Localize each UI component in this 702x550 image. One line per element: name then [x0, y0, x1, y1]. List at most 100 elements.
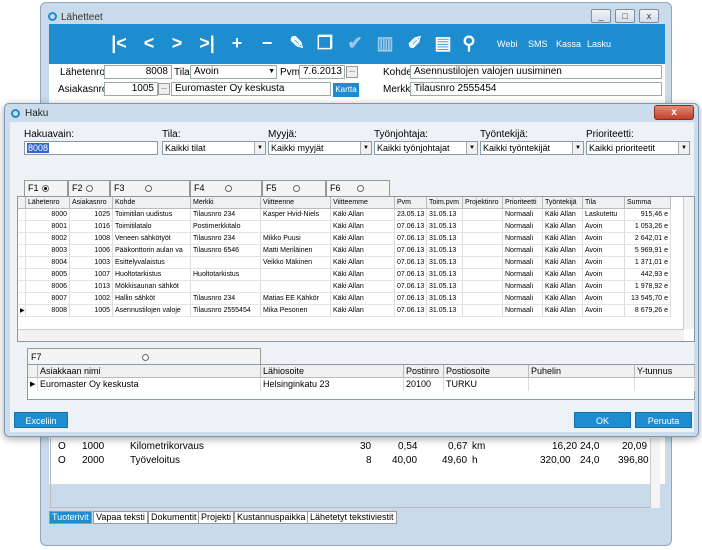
grid-cell[interactable]: 8008	[26, 305, 70, 317]
grid-cell[interactable]	[463, 305, 503, 317]
tila-filter-select[interactable]: Kaikki tilat ▼	[162, 141, 266, 155]
grid-cell[interactable]	[463, 293, 503, 305]
column-header[interactable]: Asiakasnro	[70, 197, 113, 209]
grid-cell[interactable]: Käki Allan	[331, 221, 395, 233]
grid-cell[interactable]: Normaali	[503, 221, 543, 233]
grid-cell[interactable]: Käki Allan	[543, 305, 583, 317]
grid-cell[interactable]: 31.05.13	[427, 245, 463, 257]
remove-icon[interactable]: −	[261, 33, 273, 53]
grid-cell[interactable]: Normaali	[503, 209, 543, 221]
grid-cell[interactable]: 1006	[70, 245, 113, 257]
grid-cell[interactable]: Käki Allan	[543, 257, 583, 269]
trash-icon[interactable]: ▥	[376, 33, 394, 53]
grid-cell[interactable]: Avoin	[583, 305, 625, 317]
next-record-icon[interactable]: >	[171, 33, 183, 53]
grid-cell[interactable]: Laskutettu	[583, 209, 625, 221]
grid-cell[interactable]: 8003	[26, 245, 70, 257]
grid-cell[interactable]: Normaali	[503, 305, 543, 317]
horizontal-scrollbar[interactable]	[18, 329, 684, 341]
tab-kustannuspaikka[interactable]: Kustannuspaikka	[234, 511, 309, 524]
grid-cell[interactable]: Avoin	[583, 269, 625, 281]
customer-col-header[interactable]: Y-tunnus	[635, 365, 695, 378]
grid-cell[interactable]: Käki Allan	[543, 221, 583, 233]
grid-cell[interactable]: 8004	[26, 257, 70, 269]
grid-cell[interactable]: 8007	[26, 293, 70, 305]
grid-cell[interactable]: 07.06.13	[395, 293, 427, 305]
grid-cell[interactable]: 442,93 e	[625, 269, 671, 281]
hakuavain-input[interactable]: 8008	[24, 141, 158, 155]
grid-cell[interactable]: Toimitilatalo	[113, 221, 191, 233]
grid-cell[interactable]	[261, 221, 331, 233]
customer-col-header[interactable]: Puhelin	[529, 365, 635, 378]
last-record-icon[interactable]: >|	[199, 33, 215, 53]
grid-cell[interactable]: Käki Allan	[331, 257, 395, 269]
grid-cell[interactable]: 07.06.13	[395, 281, 427, 293]
grid-cell[interactable]: Tilausnro 234	[191, 209, 261, 221]
search-icon[interactable]: ⚲	[462, 33, 476, 53]
grid-cell[interactable]	[463, 209, 503, 221]
grid-cell[interactable]: Tilausnro 2555454	[191, 305, 261, 317]
grid-cell[interactable]: 31.05.13	[427, 281, 463, 293]
close-dialog-button[interactable]: x	[654, 105, 694, 120]
grid-cell[interactable]: Veneen sähkötyöt	[113, 233, 191, 245]
sms-button[interactable]: SMS	[528, 39, 548, 49]
grid-cell[interactable]: 1008	[70, 233, 113, 245]
grid-cell[interactable]: Tilausnro 234	[191, 293, 261, 305]
grid-cell[interactable]: Pääkonttorin aulan va	[113, 245, 191, 257]
grid-cell[interactable]: 5 969,91 e	[625, 245, 671, 257]
tyonjohtaja-select[interactable]: Kaikki työnjohtajat ▼	[374, 141, 478, 155]
minimize-button[interactable]: _	[591, 9, 611, 23]
grid-cell[interactable]	[261, 281, 331, 293]
excel-export-button[interactable]: Exceliin	[14, 412, 68, 428]
grid-cell[interactable]: Mökkisaunan sähköt	[113, 281, 191, 293]
grid-cell[interactable]: 07.06.13	[395, 305, 427, 317]
add-icon[interactable]: +	[231, 33, 243, 53]
column-header[interactable]: Toim.pvm	[427, 197, 463, 209]
grid-cell[interactable]	[463, 257, 503, 269]
grid-cell[interactable]: Käki Allan	[331, 281, 395, 293]
grid-cell[interactable]: 8005	[26, 269, 70, 281]
kohde-field[interactable]: Asennustilojen valojen uusiminen	[410, 65, 662, 79]
customer-cell[interactable]	[529, 378, 635, 391]
grid-cell[interactable]: Käki Allan	[543, 245, 583, 257]
grid-cell[interactable]: 1005	[70, 305, 113, 317]
grid-cell[interactable]: 07.06.13	[395, 269, 427, 281]
grid-cell[interactable]: Kasper Hvid-Niels	[261, 209, 331, 221]
grid-cell[interactable]	[261, 269, 331, 281]
grid-cell[interactable]: 2 642,01 e	[625, 233, 671, 245]
grid-cell[interactable]: 8000	[26, 209, 70, 221]
tab-f4[interactable]: F4	[190, 180, 262, 196]
grid-cell[interactable]: Avoin	[583, 257, 625, 269]
prioriteetti-select[interactable]: Kaikki prioriteetit ▼	[586, 141, 690, 155]
grid-cell[interactable]: Matti Meriläinen	[261, 245, 331, 257]
column-header[interactable]: Viitteemme	[331, 197, 395, 209]
grid-cell[interactable]: 31.05.13	[427, 257, 463, 269]
customer-col-header[interactable]: Postiosoite	[444, 365, 529, 378]
tyontekija-select[interactable]: Kaikki työntekijät ▼	[480, 141, 584, 155]
customer-cell[interactable]: TURKU	[444, 378, 529, 391]
tab-projekti[interactable]: Projekti	[198, 511, 235, 524]
tab-f6[interactable]: F6	[326, 180, 390, 196]
grid-cell[interactable]	[463, 245, 503, 257]
grid-cell[interactable]: Avoin	[583, 221, 625, 233]
first-record-icon[interactable]: |<	[111, 33, 127, 53]
asiakas-name-field[interactable]: Euromaster Oy keskusta	[171, 82, 331, 96]
grid-cell[interactable]: 8 679,26 e	[625, 305, 671, 317]
tab-lahetetyt-tekstiviestit[interactable]: Lähetetyt tekstiviestit	[307, 511, 397, 524]
grid-cell[interactable]: Käki Allan	[543, 269, 583, 281]
customer-col-header[interactable]: Lähiosoite	[261, 365, 404, 378]
grid-cell[interactable]: Normaali	[503, 293, 543, 305]
tab-f2[interactable]: F2	[68, 180, 110, 196]
tab-dokumentit[interactable]: Dokumentit	[148, 511, 200, 524]
pvm-picker-button[interactable]: ...	[346, 66, 358, 78]
grid-cell[interactable]	[463, 221, 503, 233]
customer-col-header[interactable]: Postinro	[404, 365, 444, 378]
grid-cell[interactable]: Mika Pesonen	[261, 305, 331, 317]
grid-cell[interactable]: Normaali	[503, 257, 543, 269]
column-header[interactable]: Viitteenne	[261, 197, 331, 209]
grid-cell[interactable]	[463, 233, 503, 245]
lasku-button[interactable]: Lasku	[587, 39, 612, 49]
grid-cell[interactable]: Tilausnro 6546	[191, 245, 261, 257]
grid-cell[interactable]: Huoltotarkistus	[113, 269, 191, 281]
grid-cell[interactable]: Veikko Mäkinen	[261, 257, 331, 269]
